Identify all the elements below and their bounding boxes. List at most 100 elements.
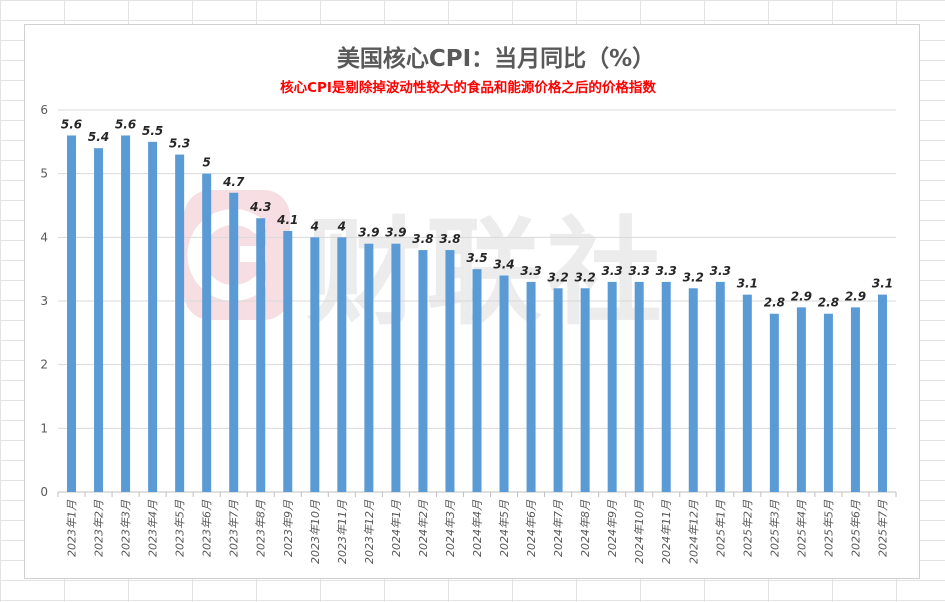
y-tick-label: 2: [40, 358, 48, 372]
x-tick-label: 2024年2月: [417, 499, 430, 557]
bar: [175, 154, 185, 493]
data-label: 3.9: [358, 226, 379, 240]
data-label: 3.3: [602, 264, 623, 278]
data-label: 5.5: [142, 124, 163, 138]
data-label: 4: [310, 219, 319, 233]
bar: [661, 281, 671, 492]
y-tick-label: 6: [40, 103, 48, 117]
data-label: 3.4: [493, 258, 514, 272]
x-tick-label: 2023年11月: [336, 499, 349, 564]
bar: [796, 307, 806, 492]
data-label: 3.1: [737, 277, 758, 291]
bar: [418, 250, 428, 492]
x-tick-label: 2024年11月: [660, 499, 673, 564]
bar: [607, 281, 617, 492]
x-tick-label: 2024年3月: [444, 499, 457, 557]
bar: [67, 135, 77, 492]
bar: [364, 243, 374, 492]
y-tick-label: 5: [40, 167, 48, 181]
data-label: 2.8: [764, 296, 785, 310]
data-label: 3.2: [574, 270, 595, 284]
bar: [148, 141, 158, 493]
bar: [94, 148, 104, 492]
x-tick-label: 2023年3月: [120, 499, 133, 557]
x-tick-label: 2023年12月: [363, 499, 376, 564]
data-label: 4.7: [222, 175, 245, 189]
axes: 0 1 2 3 4 5 6 2023年1月 2023年2月 2023年3月 2023年4月 2023年…: [40, 103, 897, 564]
data-label: 3.3: [710, 264, 731, 278]
bar: [337, 237, 347, 492]
x-tick-label: 2023年7月: [228, 499, 241, 557]
x-tick-label: 2024年7月: [552, 499, 565, 557]
data-label: 3.3: [629, 264, 650, 278]
data-label: 2.9: [845, 289, 866, 303]
bar: [445, 250, 455, 492]
x-tick-label: 2024年10月: [633, 499, 646, 564]
x-tick-label: 2023年6月: [201, 499, 214, 557]
bar: [499, 275, 509, 492]
data-label: 3.1: [872, 277, 893, 291]
data-label: 5.3: [169, 137, 190, 151]
x-tick-label: 2025年5月: [822, 499, 835, 557]
data-label: 3.2: [547, 270, 568, 284]
bar: [688, 288, 698, 492]
chart-title: 美国核心CPI：当月同比（%）: [337, 45, 655, 72]
x-tick-label: 2024年5月: [498, 499, 511, 557]
bar: [850, 307, 860, 492]
data-label: 5.6: [115, 117, 136, 131]
bar: [742, 294, 752, 492]
data-label: 4: [337, 219, 346, 233]
chart-subtitle: 核心CPI是剔除掉波动性较大的食品和能源价格之后的价格指数: [280, 79, 656, 96]
x-tick-label: 2025年2月: [741, 499, 754, 557]
x-tick-label: 2024年9月: [606, 499, 619, 557]
x-tick-label: 2025年6月: [849, 499, 862, 557]
bar: [391, 243, 401, 492]
x-tick-label: 2025年3月: [768, 499, 781, 557]
x-tick-label: 2023年9月: [282, 499, 295, 557]
x-tick-label: 2023年4月: [147, 499, 160, 557]
bar: [715, 281, 725, 492]
bar: [823, 313, 833, 492]
data-label: 4.1: [276, 213, 298, 227]
x-tick-label: 2025年7月: [876, 499, 889, 557]
bar: [634, 281, 644, 492]
data-label: 5: [202, 156, 210, 170]
bar: [202, 173, 212, 492]
bar: [580, 288, 590, 492]
data-label: 5.6: [61, 117, 82, 131]
data-label: 3.3: [520, 264, 541, 278]
x-tick-label: 2024年8月: [579, 499, 592, 557]
bar: [877, 294, 887, 492]
x-tick-label: 2023年2月: [93, 499, 106, 557]
data-label: 3.2: [683, 270, 704, 284]
bar: [769, 313, 779, 492]
data-label: 2.8: [818, 296, 839, 310]
data-labels: 5.6 5.4 5.6 5.5 5.3 5 4.7 4.3 4.1 4 4 3.9 3.9 3.8 3.8 3…: [61, 117, 893, 309]
bar: [553, 288, 563, 492]
data-label: 4.3: [249, 200, 271, 214]
data-label: 3.9: [385, 226, 406, 240]
bar: [310, 237, 320, 492]
bar: [283, 230, 293, 492]
y-tick-label: 0: [40, 485, 48, 499]
y-tick-label: 4: [40, 230, 48, 244]
data-label: 3.8: [412, 232, 433, 246]
x-tick-label: 2023年8月: [255, 499, 268, 557]
y-tick-label: 3: [40, 294, 48, 308]
bar: [121, 135, 131, 492]
data-label: 3.5: [466, 251, 487, 265]
data-label: 3.8: [439, 232, 460, 246]
bar: [526, 281, 536, 492]
data-label: 5.4: [88, 130, 109, 144]
x-tick-label: 2024年1月: [390, 499, 403, 557]
x-tick-label: 2024年4月: [471, 499, 484, 557]
bar: [256, 218, 266, 492]
data-label: 2.9: [791, 289, 812, 303]
x-tick-label: 2025年1月: [714, 499, 727, 557]
x-tick-label: 2023年10月: [309, 499, 322, 564]
x-tick-label: 2023年5月: [174, 499, 187, 557]
x-tick-label: 2024年6月: [525, 499, 538, 557]
y-tick-label: 1: [40, 421, 48, 435]
bars: [67, 135, 887, 493]
